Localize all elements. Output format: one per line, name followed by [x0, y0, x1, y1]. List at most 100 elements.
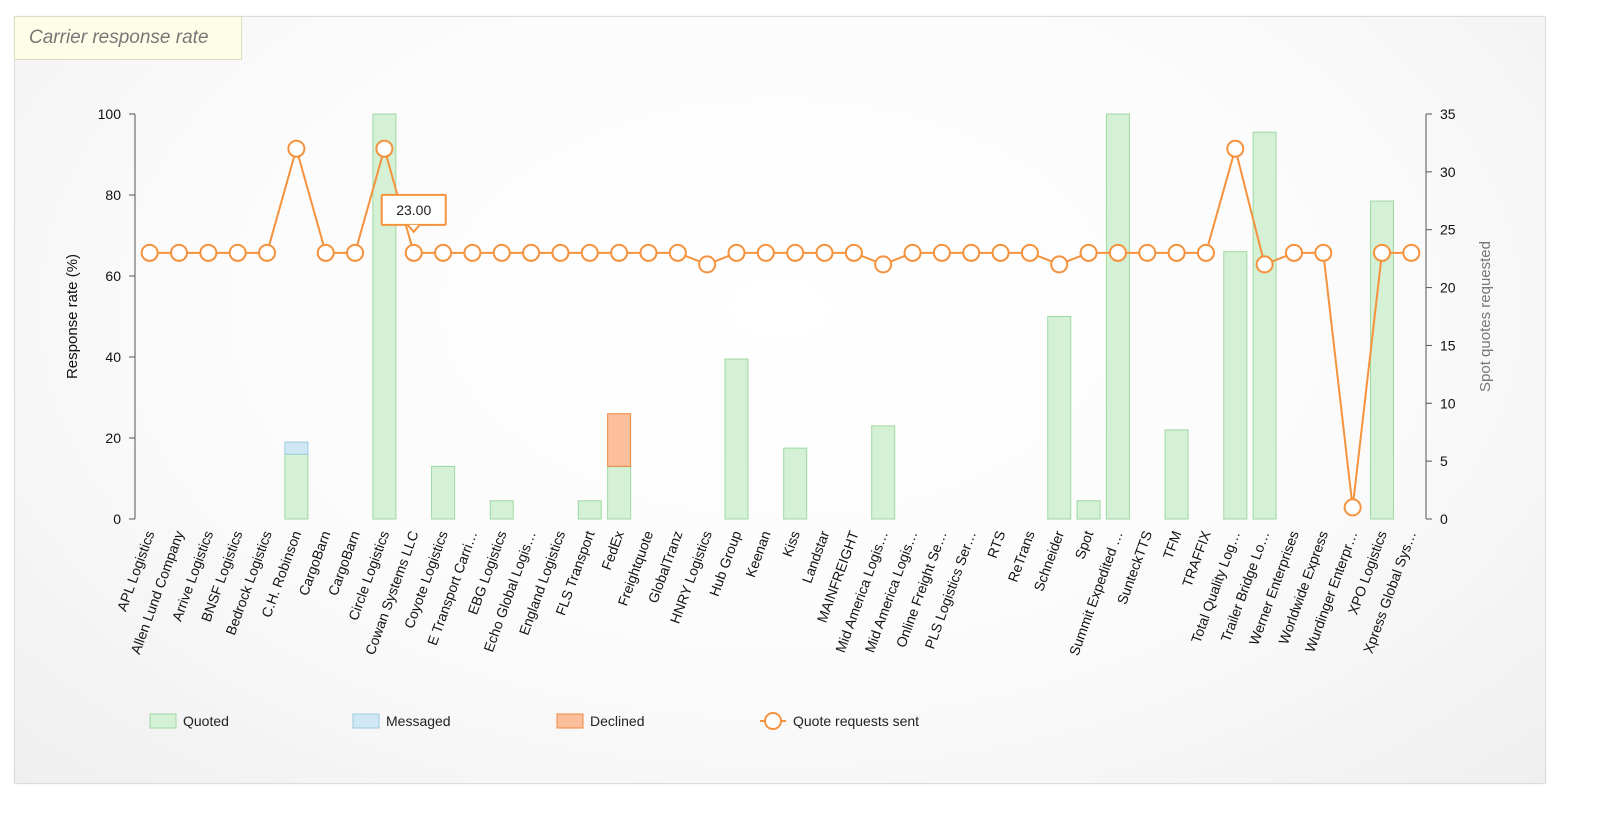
- bar-messaged[interactable]: [284, 441, 309, 455]
- tooltip-value: 23.00: [396, 202, 431, 218]
- bar-quoted[interactable]: [1223, 251, 1248, 520]
- x-tick-label: Spot: [1072, 528, 1097, 561]
- x-tick-label: TFM: [1160, 529, 1185, 562]
- bar-quoted[interactable]: [1164, 429, 1189, 520]
- left-tick-label: 0: [113, 511, 121, 527]
- x-tick-label: RTS: [984, 529, 1009, 561]
- legend-declined-label: Declined: [590, 713, 644, 729]
- quote-requests-point[interactable]: [1167, 243, 1186, 262]
- bar-quoted[interactable]: [489, 500, 514, 520]
- quote-requests-point[interactable]: [844, 243, 863, 262]
- bar-quoted[interactable]: [284, 453, 309, 520]
- quote-requests-point[interactable]: [610, 243, 629, 262]
- quote-requests-point[interactable]: [258, 243, 277, 262]
- quote-requests-point[interactable]: [903, 243, 922, 262]
- right-tick-label: 20: [1440, 280, 1456, 296]
- bar-quoted[interactable]: [1076, 500, 1101, 520]
- quote-requests-line: [149, 144, 1412, 508]
- axes-layer: [134, 114, 1427, 519]
- quote-requests-point[interactable]: [1255, 255, 1274, 274]
- legend-messaged-swatch: [352, 713, 380, 729]
- x-tick-label: Keenan: [742, 529, 774, 580]
- quote-requests-point[interactable]: [199, 243, 218, 262]
- quote-requests-point[interactable]: [1226, 139, 1245, 158]
- quote-requests-point[interactable]: [991, 243, 1010, 262]
- quote-requests-point[interactable]: [1108, 243, 1127, 262]
- quote-requests-point[interactable]: [786, 243, 805, 262]
- quote-requests-point[interactable]: [698, 255, 717, 274]
- right-axis-ticks: 0 5 10 15 20 25 30 35: [1426, 106, 1456, 527]
- quote-requests-point[interactable]: [1372, 243, 1391, 262]
- quote-requests-point[interactable]: [756, 243, 775, 262]
- right-tick-label: 0: [1440, 511, 1448, 527]
- quote-requests-point[interactable]: [1050, 255, 1069, 274]
- quote-requests-point[interactable]: [1020, 243, 1039, 262]
- quote-requests-point[interactable]: [1196, 243, 1215, 262]
- legend-declined-swatch: [556, 713, 584, 729]
- chart-panel: [14, 16, 1546, 784]
- x-tick-label: ReTrans: [1004, 529, 1037, 584]
- tooltip: 23.00: [380, 193, 447, 234]
- quote-requests-point[interactable]: [287, 139, 306, 158]
- quote-requests-point[interactable]: [727, 243, 746, 262]
- quote-requests-point[interactable]: [580, 243, 599, 262]
- bars-layer: [284, 113, 1394, 520]
- quote-requests-point[interactable]: [874, 255, 893, 274]
- quote-requests-point[interactable]: [815, 243, 834, 262]
- bar-quoted[interactable]: [871, 425, 896, 520]
- bar-quoted[interactable]: [431, 465, 456, 520]
- left-tick-label: 20: [105, 430, 121, 446]
- quote-requests-point[interactable]: [1284, 243, 1303, 262]
- legend-quote-requests-label: Quote requests sent: [793, 713, 919, 729]
- legend-messaged-label: Messaged: [386, 713, 451, 729]
- quote-requests-point[interactable]: [639, 243, 658, 262]
- quote-requests-point[interactable]: [140, 243, 159, 262]
- right-tick-label: 30: [1440, 164, 1456, 180]
- quote-requests-point[interactable]: [492, 243, 511, 262]
- bar-quoted[interactable]: [1105, 113, 1130, 520]
- quote-requests-point[interactable]: [1314, 243, 1333, 262]
- quote-requests-point[interactable]: [404, 243, 423, 262]
- quote-requests-point[interactable]: [551, 243, 570, 262]
- quote-requests-point[interactable]: [1402, 243, 1421, 262]
- left-axis-ticks: 0 20 40 60 80 100: [98, 106, 135, 527]
- quote-requests-point[interactable]: [962, 243, 981, 262]
- bar-quoted[interactable]: [607, 465, 632, 520]
- bar-quoted[interactable]: [1047, 316, 1072, 520]
- quote-requests-point[interactable]: [316, 243, 335, 262]
- x-tick-label: Kiss: [779, 529, 803, 559]
- bar-quoted[interactable]: [724, 358, 749, 520]
- right-tick-label: 10: [1440, 395, 1456, 411]
- right-axis-title: Spot quotes requested: [1477, 241, 1494, 392]
- right-tick-label: 15: [1440, 337, 1456, 353]
- legend-quoted-swatch: [149, 713, 177, 729]
- left-tick-label: 40: [105, 349, 121, 365]
- quote-requests-point[interactable]: [375, 139, 394, 158]
- bar-quoted[interactable]: [577, 500, 602, 520]
- quote-requests-point[interactable]: [228, 243, 247, 262]
- quote-requests-point[interactable]: [434, 243, 453, 262]
- quote-requests-point[interactable]: [1138, 243, 1157, 262]
- right-tick-label: 5: [1440, 453, 1448, 469]
- left-axis-title: Response rate (%): [64, 254, 81, 379]
- quote-requests-point[interactable]: [1079, 243, 1098, 262]
- quote-requests-point[interactable]: [346, 243, 365, 262]
- quote-requests-point[interactable]: [1343, 498, 1362, 517]
- bar-declined[interactable]: [607, 413, 632, 467]
- legend-line-marker: [764, 712, 782, 730]
- quote-requests-point[interactable]: [170, 243, 189, 262]
- right-tick-label: 25: [1440, 222, 1456, 238]
- left-tick-label: 80: [105, 187, 121, 203]
- bar-quoted[interactable]: [1252, 131, 1277, 520]
- chart-title: Carrier response rate: [14, 16, 242, 60]
- quote-requests-point[interactable]: [463, 243, 482, 262]
- left-tick-label: 60: [105, 268, 121, 284]
- quote-requests-point[interactable]: [932, 243, 951, 262]
- quote-requests-point[interactable]: [668, 243, 687, 262]
- chart-title-text: Carrier response rate: [29, 27, 209, 48]
- x-tick-label: FedEx: [598, 529, 627, 573]
- quote-requests-point[interactable]: [522, 243, 541, 262]
- bar-quoted[interactable]: [783, 447, 808, 520]
